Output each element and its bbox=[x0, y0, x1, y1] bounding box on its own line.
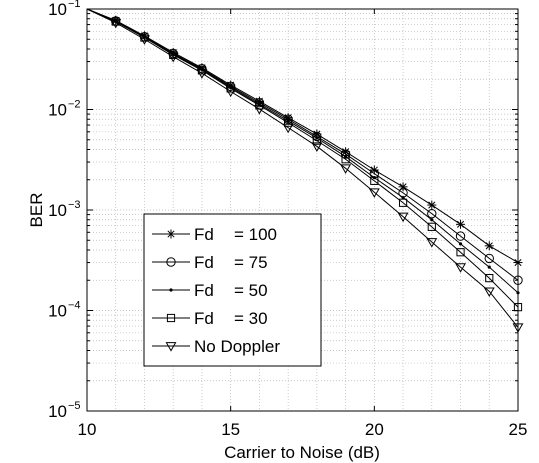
star-stroke bbox=[313, 130, 321, 138]
legend-label: Fd bbox=[194, 253, 214, 272]
legend-entry: Fd = 50 bbox=[152, 281, 268, 300]
series-line bbox=[86, 8, 519, 328]
y-tick-label: 10 bbox=[48, 201, 67, 220]
square-marker bbox=[398, 198, 408, 207]
series-line bbox=[86, 8, 519, 263]
square-marker bbox=[312, 136, 321, 145]
triangle-down-marker bbox=[282, 123, 294, 134]
triangle-down-marker bbox=[165, 342, 177, 352]
legend-entry: Fd = 75 bbox=[152, 253, 268, 272]
triangle-down-marker bbox=[397, 212, 409, 223]
circle-marker bbox=[484, 253, 494, 264]
dot-marker bbox=[401, 195, 405, 200]
x-axis-label: Carrier to Noise (dB) bbox=[224, 443, 380, 462]
star-stroke bbox=[167, 230, 175, 238]
x-tick-label: 20 bbox=[365, 420, 384, 439]
series-group bbox=[86, 8, 524, 333]
grid-lines bbox=[87, 9, 518, 411]
y-tick-exponent: −4 bbox=[68, 300, 81, 312]
triangle-down-marker bbox=[311, 142, 323, 152]
square-marker bbox=[166, 313, 176, 323]
circle-marker bbox=[283, 114, 293, 124]
legend-label: No Doppler bbox=[194, 337, 280, 356]
dot-marker bbox=[487, 265, 491, 269]
square-marker bbox=[485, 274, 494, 283]
square-marker bbox=[284, 118, 293, 127]
x-tick-label: 25 bbox=[509, 420, 528, 439]
legend-value: = 50 bbox=[234, 281, 268, 300]
legend-label: Fd bbox=[194, 281, 214, 300]
star-marker bbox=[427, 200, 437, 210]
circle-marker bbox=[166, 257, 176, 267]
legend-value: = 75 bbox=[234, 253, 268, 272]
triangle-down-marker bbox=[253, 105, 265, 115]
triangle-down-marker bbox=[167, 52, 179, 63]
legend-entry: No Doppler bbox=[152, 337, 280, 356]
y-tick-exponent: −3 bbox=[68, 199, 81, 211]
y-tick-exponent: −1 bbox=[68, 0, 81, 10]
legend-value: = 100 bbox=[234, 225, 277, 244]
series-triangle-down bbox=[86, 8, 524, 333]
y-tick-label: 10 bbox=[48, 402, 67, 421]
star-marker bbox=[166, 229, 176, 239]
y-tick-label: 10 bbox=[48, 0, 67, 19]
dot-marker bbox=[169, 288, 173, 292]
triangle-down-marker bbox=[196, 69, 208, 79]
square-marker bbox=[456, 248, 465, 257]
legend-entry: Fd = 100 bbox=[152, 225, 277, 244]
x-tick-label: 10 bbox=[78, 420, 97, 439]
square-marker bbox=[427, 222, 436, 231]
star-stroke bbox=[456, 220, 465, 228]
legend-label: Fd bbox=[194, 225, 214, 244]
legend-value: = 30 bbox=[234, 309, 268, 328]
series-line bbox=[86, 8, 519, 308]
star-marker bbox=[456, 219, 466, 229]
triangle-down-marker bbox=[368, 188, 380, 198]
triangle-down-marker bbox=[110, 18, 122, 29]
square-marker bbox=[197, 66, 207, 75]
y-tick-exponent: −2 bbox=[68, 99, 81, 111]
circle-marker bbox=[427, 208, 437, 219]
triangle-down-marker bbox=[340, 164, 352, 174]
axis-ticks bbox=[86, 9, 519, 412]
square-marker bbox=[341, 155, 350, 164]
triangle-down-marker bbox=[225, 87, 237, 98]
triangle-down-marker bbox=[483, 287, 495, 297]
square-marker bbox=[370, 176, 379, 185]
dot-marker bbox=[430, 218, 434, 222]
triangle-down-marker bbox=[455, 263, 466, 273]
y-tick-label: 10 bbox=[48, 302, 67, 321]
star-stroke bbox=[428, 201, 436, 209]
star-stroke bbox=[485, 242, 493, 250]
star-marker bbox=[484, 241, 494, 251]
x-tick-label: 15 bbox=[221, 420, 240, 439]
legend-entry: Fd = 30 bbox=[152, 309, 268, 328]
star-stroke bbox=[342, 148, 350, 156]
triangle-down-marker bbox=[426, 238, 438, 248]
circle-marker bbox=[455, 231, 466, 241]
legend: Fd = 100 Fd = 75 Fd = 50 Fd = 30 No Doppler bbox=[143, 213, 322, 367]
legend-label: Fd bbox=[194, 309, 214, 328]
y-tick-exponent: −5 bbox=[68, 400, 81, 412]
dot-marker bbox=[458, 242, 463, 246]
y-tick-label: 10 bbox=[48, 101, 67, 120]
y-axis-label: BER bbox=[27, 193, 46, 228]
triangle-down-marker bbox=[139, 35, 150, 45]
